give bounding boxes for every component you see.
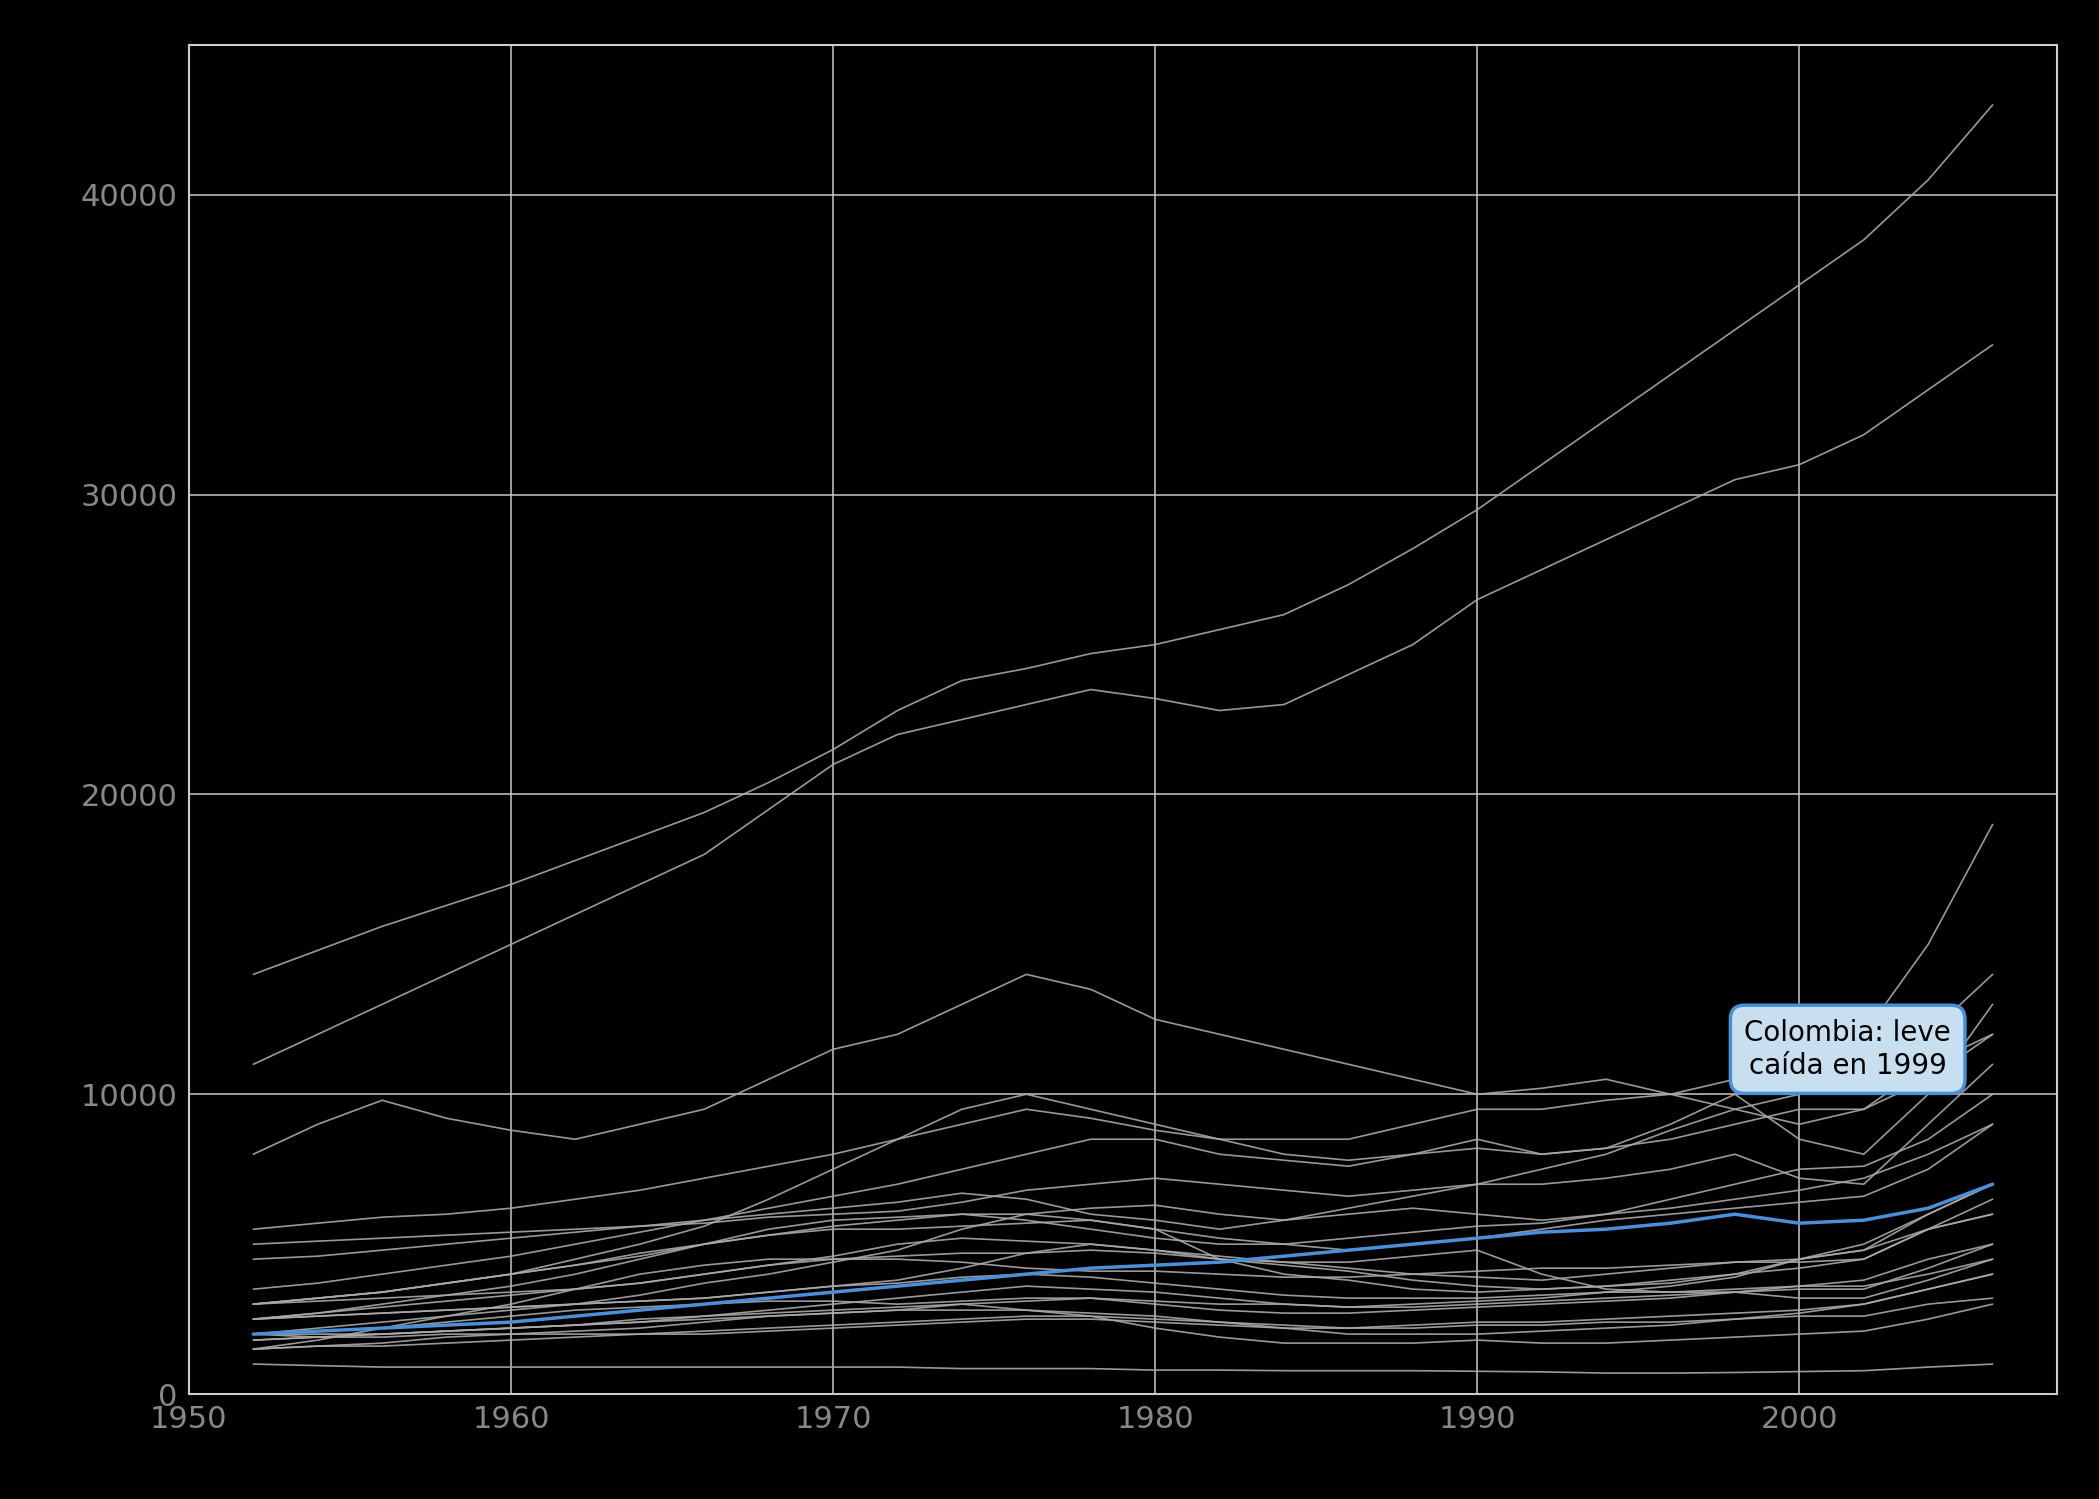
Text: Colombia: leve
caída en 1999: Colombia: leve caída en 1999 — [1744, 1019, 1952, 1079]
